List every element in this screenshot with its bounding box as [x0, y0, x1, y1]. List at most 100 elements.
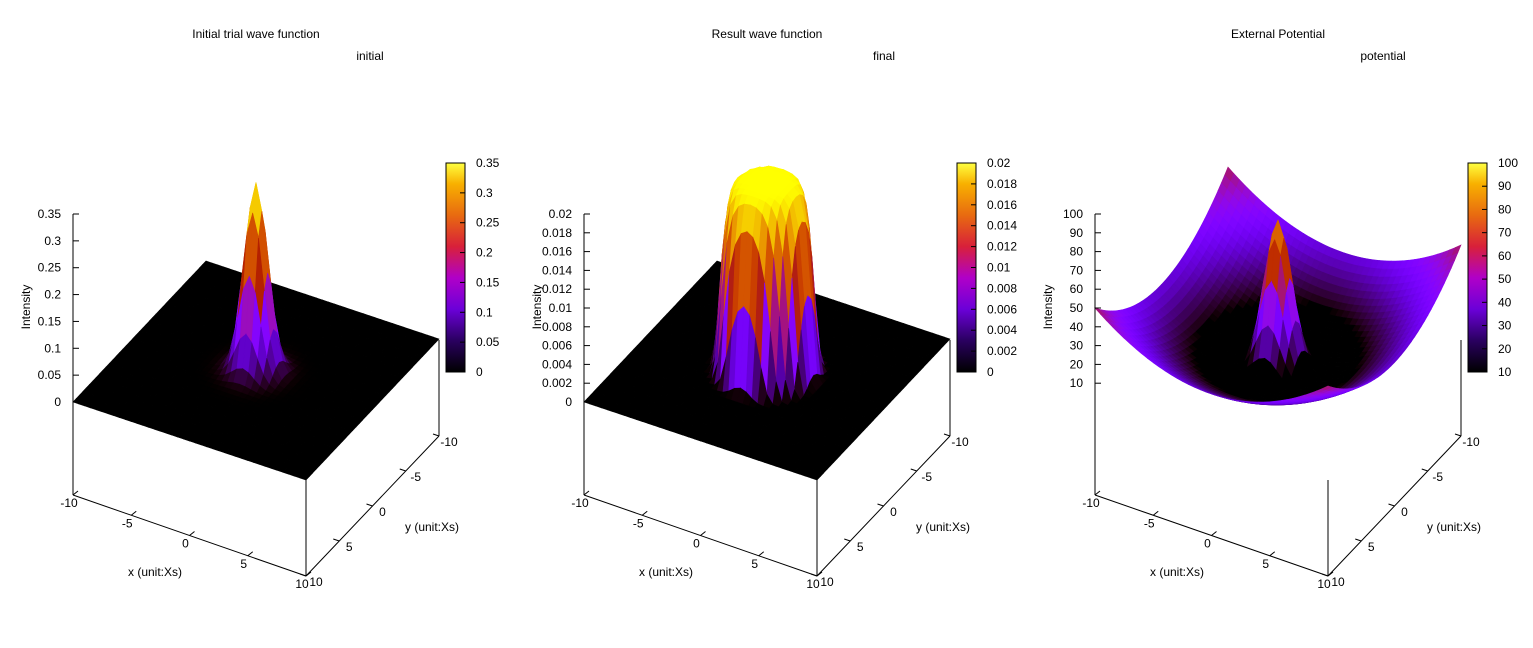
x-tick: [1152, 510, 1159, 516]
colorbar-tick-label: 0.016: [987, 198, 1017, 212]
z-tick-label: 50: [1070, 301, 1084, 315]
y-tick-label: 0: [1401, 505, 1408, 519]
y-tick-label: -10: [440, 435, 458, 449]
panel-title: Result wave function: [712, 27, 823, 41]
z-tick-label: 0.35: [38, 207, 62, 221]
y-tick-label: 10: [309, 575, 323, 589]
z-tick-label: 0: [54, 395, 61, 409]
x-tick-label: -5: [1144, 516, 1155, 530]
y-tick-label: -10: [1462, 435, 1480, 449]
z-tick-label: 0.012: [542, 282, 572, 296]
z-tick-label: 90: [1070, 226, 1084, 240]
z-tick-label: 0.006: [542, 339, 572, 353]
x-tick-label: -5: [633, 516, 644, 530]
x-tick: [1211, 531, 1217, 536]
colorbar-tick-label: 0.1: [476, 305, 493, 319]
panel-title: Initial trial wave function: [192, 27, 319, 41]
colorbar-initial: 00.050.10.150.20.250.30.35: [445, 156, 500, 379]
panel-title: External Potential: [1231, 27, 1325, 41]
x-tick-label: 5: [751, 557, 758, 571]
y-tick: [432, 433, 440, 437]
z-tick-label: 0.002: [542, 376, 572, 390]
colorbar-tick-label: 0.15: [476, 275, 500, 289]
z-axis-label: Intensity: [19, 285, 33, 330]
colorbar-tick-label: 0: [476, 365, 483, 379]
x-tick-label: 10: [295, 577, 309, 591]
z-tick-label: 0.018: [542, 226, 572, 240]
y-tick-label: 0: [890, 505, 897, 519]
z-tick-label: 0.01: [549, 301, 573, 315]
colorbar-tick-label: 0.004: [987, 323, 1017, 337]
z-tick-label: 0.3: [44, 234, 61, 248]
x-tick: [700, 531, 706, 536]
y-tick: [399, 468, 406, 472]
colorbar: [445, 162, 466, 373]
z-tick-label: 80: [1070, 245, 1084, 259]
legend-key: initial: [356, 49, 383, 63]
x-tick-label: 0: [1204, 537, 1211, 551]
x-tick: [1094, 490, 1101, 496]
z-tick-label: 0.008: [542, 320, 572, 334]
z-tick-label: 30: [1070, 339, 1084, 353]
x-tick-label: 5: [1262, 557, 1269, 571]
z-tick-label: 0.004: [542, 357, 572, 371]
colorbar-final: 00.0020.0040.0060.0080.010.0120.0140.016…: [956, 156, 1017, 379]
legend-key: final: [873, 49, 895, 63]
z-tick-label: 0: [565, 395, 572, 409]
y-tick-label: -5: [410, 470, 421, 484]
colorbar-tick-label: 0.002: [987, 344, 1017, 358]
y-tick: [943, 433, 951, 437]
x-tick: [130, 510, 137, 516]
y-tick: [1421, 468, 1428, 472]
z-tick-label: 0.014: [542, 263, 572, 277]
z-tick-label: 0.15: [38, 314, 62, 328]
colorbar-tick-label: 0.018: [987, 177, 1017, 191]
z-tick-label: 0.1: [44, 341, 61, 355]
colorbar-tick-label: 0.006: [987, 302, 1017, 316]
y-tick-label: -5: [1432, 470, 1443, 484]
y-tick-label: 5: [346, 540, 353, 554]
legend-key: potential: [1360, 49, 1405, 63]
y-tick-label: -5: [921, 470, 932, 484]
y-tick: [1321, 573, 1329, 577]
colorbar-tick-label: 0.01: [987, 261, 1011, 275]
z-tick-label: 10: [1070, 376, 1084, 390]
z-tick-label: 0.2: [44, 288, 61, 302]
x-tick: [758, 551, 765, 557]
surface-initial: [72, 182, 440, 481]
z-axis-label: Intensity: [530, 285, 544, 330]
x-tick: [583, 490, 590, 496]
y-axis-label: y (unit:Xs): [916, 520, 970, 534]
y-tick: [333, 538, 340, 542]
x-axis-label: x (unit:Xs): [128, 565, 182, 579]
panel-potential: External Potential potential -10 -5 0 5 10 10…: [1041, 27, 1518, 591]
colorbar-tick-label: 0: [987, 365, 994, 379]
colorbar-tick-label: 0.014: [987, 219, 1017, 233]
y-tick: [810, 573, 818, 577]
x-tick-label: -10: [1082, 496, 1100, 510]
y-tick: [1454, 433, 1462, 437]
x-tick-label: 10: [806, 577, 820, 591]
y-tick-label: 0: [379, 505, 386, 519]
y-tick: [366, 503, 373, 507]
x-tick-label: -10: [571, 496, 589, 510]
y-tick-label: 5: [1368, 540, 1375, 554]
x-tick: [1269, 551, 1276, 557]
z-tick-label: 0.25: [38, 261, 62, 275]
x-tick: [247, 551, 254, 557]
colorbar-tick-label: 0.02: [987, 156, 1011, 170]
x-tick: [72, 490, 79, 496]
y-tick-label: -10: [951, 435, 969, 449]
x-tick: [641, 510, 648, 516]
x-tick: [189, 531, 195, 536]
x-tick-label: 10: [1317, 577, 1331, 591]
x-axis-label: x (unit:Xs): [639, 565, 693, 579]
z-tick-label: 70: [1070, 263, 1084, 277]
y-tick: [844, 538, 851, 542]
z-tick-label: 0.02: [549, 207, 573, 221]
colorbar-tick-label: 0.2: [476, 246, 493, 260]
y-tick: [1355, 538, 1362, 542]
